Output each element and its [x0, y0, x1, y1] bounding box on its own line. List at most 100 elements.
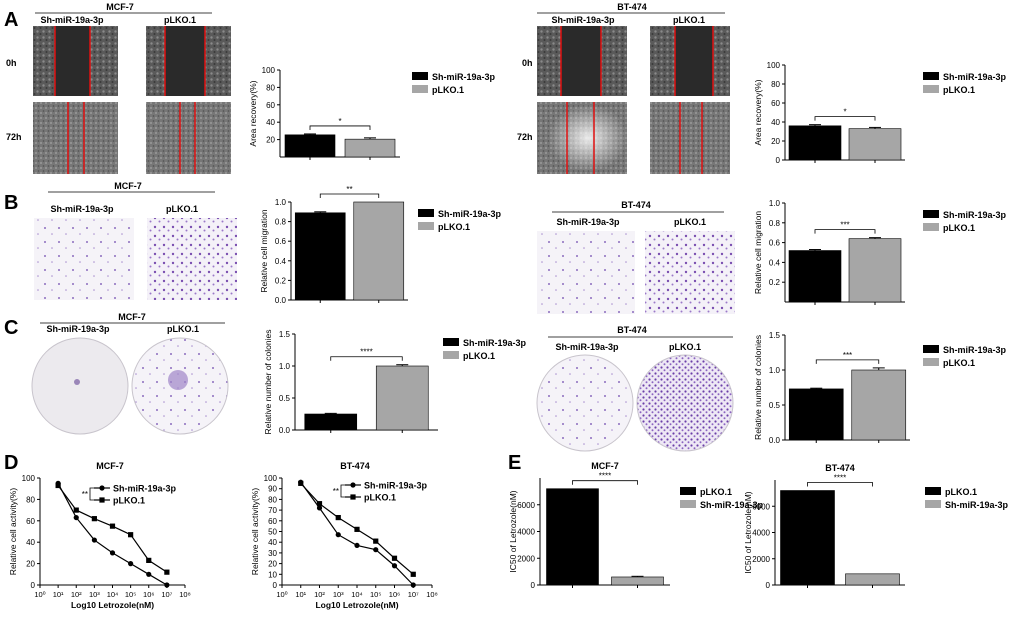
panel-a-bt474-title: BT-474	[617, 2, 647, 12]
data-point	[109, 550, 116, 556]
bar-second	[851, 369, 907, 441]
significance-bracket	[815, 359, 880, 364]
y-tick-label: 6000	[752, 502, 770, 511]
y-axis-label: Relative cell activity(%)	[250, 488, 260, 576]
panel-b-mcf7-title: MCF-7	[114, 181, 142, 191]
y-tick-label: 20	[26, 560, 35, 569]
panel-c-bt474-images: BT-474 Sh-miR-19a-3p pLKO.1	[536, 325, 734, 452]
y-tick-label: 1.0	[275, 198, 287, 207]
x-tick-label: 10²	[314, 590, 325, 599]
legend-swatch	[923, 72, 939, 80]
chart-A_bt474: 0 20 40 60 80 100 Area recovery(%) * Sh-miR-19a-…	[753, 61, 1007, 165]
legend-label: pLKO.1	[943, 85, 975, 95]
bar-first	[546, 488, 599, 586]
significance-label: **	[82, 490, 88, 499]
y-tick-label: 100	[767, 61, 781, 70]
y-tick-label: 80	[771, 80, 780, 89]
significance-bracket	[814, 229, 876, 234]
legend-label: pLKO.1	[943, 358, 975, 368]
panel-b-bt474-title: BT-474	[621, 200, 651, 210]
data-point	[410, 582, 416, 588]
legend-label: Sh-miR-19a-3p	[943, 210, 1007, 220]
data-point	[410, 571, 416, 577]
row-label-72h: 72h	[6, 132, 22, 142]
y-tick-label: 0	[531, 581, 536, 590]
x-axis-label: Log10 Letrozole(nM)	[315, 600, 398, 610]
x-tick-label: 10⁸	[179, 590, 191, 599]
legend-label: pLKO.1	[432, 85, 464, 95]
x-tick-label: 10⁴	[351, 590, 363, 599]
y-axis-label: IC50 of Letrozole(nM)	[743, 491, 753, 573]
legend-label: Sh-miR-19a-3p	[113, 484, 177, 494]
y-tick-label: 80	[26, 495, 35, 504]
significance-bracket	[340, 484, 345, 498]
y-tick-label: 0.0	[769, 436, 781, 445]
chart-title: MCF-7	[591, 461, 619, 471]
panel-b-mcf7-sh-label: Sh-miR-19a-3p	[50, 204, 114, 214]
panel-c-bt474-title: BT-474	[617, 325, 647, 335]
x-tick-label: 10⁷	[408, 590, 419, 599]
significance-bracket	[572, 480, 638, 485]
legend-swatch	[925, 487, 941, 495]
significance-label: ****	[834, 474, 846, 483]
y-axis-label: Area recovery(%)	[753, 79, 763, 145]
legend-swatch	[923, 85, 939, 93]
y-tick-label: 0	[273, 581, 278, 590]
data-point	[146, 571, 152, 577]
row-label-0h-bt474: 0h	[522, 58, 533, 68]
panel-c-mcf7-title: MCF-7	[118, 312, 146, 322]
bar-first	[780, 490, 835, 586]
data-point	[335, 514, 341, 521]
legend-marker	[350, 494, 356, 500]
chart-C_bt474: 0.0 0.5 1.0 1.5 Relative number of colonies *…	[753, 331, 1007, 445]
bar-second	[375, 365, 429, 431]
data-point	[391, 555, 398, 561]
data-point	[335, 532, 341, 538]
data-point	[354, 542, 360, 549]
significance-bracket	[89, 487, 94, 501]
bar-first	[304, 413, 358, 431]
y-tick-label: 1.0	[769, 366, 781, 375]
x-tick-label: 10²	[71, 590, 82, 599]
x-tick-label: 10¹	[295, 590, 306, 599]
legend-label: Sh-miR-19a-3p	[943, 72, 1007, 82]
chart-B_mcf7: 0.0 0.2 0.4 0.6 0.8 1.0 Relative cell migratio…	[259, 185, 502, 305]
legend-swatch	[680, 487, 696, 495]
y-tick-label: 0.8	[275, 218, 287, 227]
legend-label: Sh-miR-19a-3p	[463, 338, 527, 348]
legend-swatch	[412, 85, 428, 93]
y-tick-label: 50	[268, 528, 277, 537]
x-tick-label: 10¹	[53, 590, 64, 599]
data-point	[73, 514, 79, 521]
chart-A_mcf7: 20 40 60 80 100 Area recovery(%) * Sh-miR-19a-3…	[248, 66, 496, 160]
chart-D_mcf7: 0 20 40 60 80 100 10⁰ 10¹ 10² 10³ 10⁴ 10⁵ 10⁶ 10⁷ 10⁸ L…	[8, 461, 191, 610]
y-axis-label: Relative cell migration	[753, 211, 763, 294]
y-tick-label: 100	[22, 474, 36, 483]
chart-B_bt474: 0.2 0.4 0.6 0.8 1.0 Relative cell migration **…	[753, 199, 1007, 305]
panel-b-bt474-ctrl-label: pLKO.1	[674, 217, 706, 227]
panel-a-bt474-images: BT-474 Sh-miR-19a-3p pLKO.1 0h 72h	[517, 2, 730, 174]
panel-a-mcf7-sh-label: Sh-miR-19a-3p	[40, 15, 104, 25]
bar-first	[294, 212, 346, 301]
panel-a-mcf7-ctrl-label: pLKO.1	[164, 15, 196, 25]
y-tick-label: 4000	[517, 528, 535, 537]
data-point	[128, 561, 134, 567]
bar-first	[788, 125, 842, 161]
legend-label: pLKO.1	[945, 487, 977, 497]
y-tick-label: 20	[771, 137, 780, 146]
y-axis-label: Relative number of colonies	[753, 335, 763, 440]
significance-label: ****	[599, 472, 611, 481]
y-tick-label: 10	[268, 570, 277, 579]
panel-c-bt474-ctrl-label: pLKO.1	[669, 342, 701, 352]
legend-swatch	[925, 500, 941, 508]
panel-letter-B: B	[4, 192, 18, 214]
significance-bracket	[330, 356, 403, 361]
y-tick-label: 0.4	[275, 257, 287, 266]
x-tick-label: 10⁵	[370, 590, 381, 599]
panel-letter-C: C	[4, 317, 18, 339]
y-tick-label: 0	[776, 156, 781, 165]
bar-second	[848, 128, 902, 161]
y-tick-label: 1.0	[279, 362, 291, 371]
